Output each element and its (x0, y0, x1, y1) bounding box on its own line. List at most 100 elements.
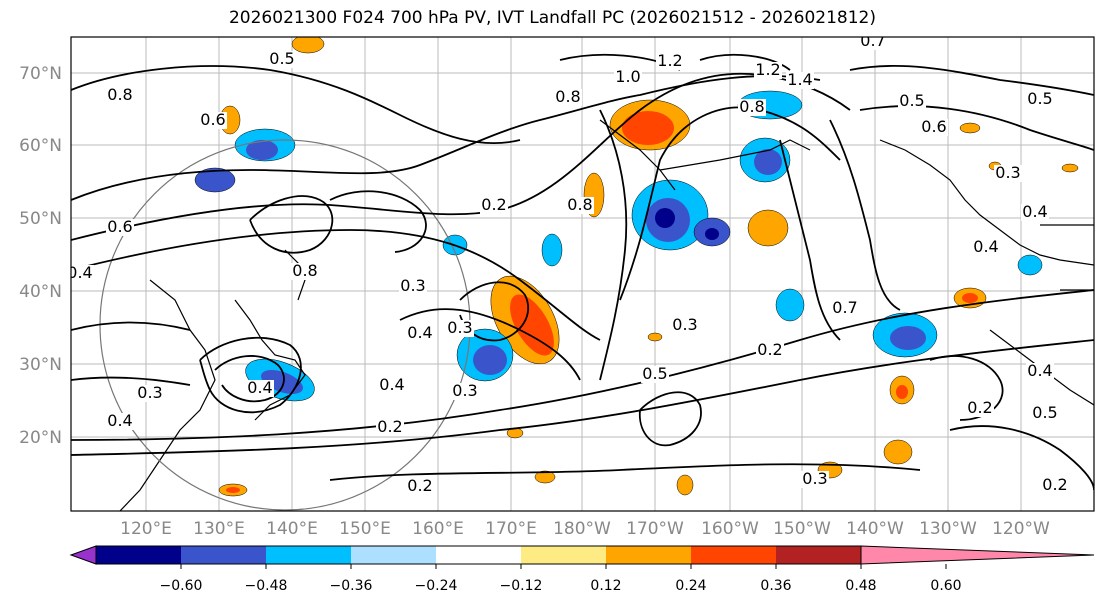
coastlines (119, 119, 1094, 511)
anomaly-patch-negative-kamchatka (194, 128, 296, 193)
longitude-label: 160°W (701, 519, 759, 539)
contour-label: 0.4 (107, 411, 132, 430)
longitude-label: 140°E (266, 519, 318, 539)
contour-label-bg (966, 400, 994, 417)
colorbar-segment (776, 546, 861, 564)
contour-label: 0.2 (967, 398, 992, 417)
contour-label: 0.2 (481, 195, 506, 214)
contour-label-bg (446, 320, 474, 337)
contour-label: 0.8 (567, 195, 592, 214)
anomaly-patch-negative-east (775, 254, 1043, 358)
contour-label-bg (898, 93, 926, 110)
longitude-label: 130°W (919, 519, 977, 539)
colorbar-segment (181, 546, 266, 564)
latitude-label: 60°N (19, 136, 62, 156)
colorbar-tick-label: −0.60 (160, 578, 203, 594)
contour-label-bg (1021, 204, 1049, 221)
contour-label: 0.5 (642, 364, 667, 383)
colorbar-extend-left (69, 545, 97, 565)
contour-label-bg (106, 413, 134, 430)
contour-label: 0.6 (107, 217, 132, 236)
longitude-label: 160°E (412, 519, 464, 539)
contour-label-bg (406, 478, 434, 495)
longitude-label: 140°W (846, 519, 904, 539)
colorbar-extend-right (860, 545, 1095, 565)
contour-label: 1.2 (657, 51, 682, 70)
colorbar-segment (266, 546, 351, 564)
contour-label-bg (920, 119, 948, 136)
graticule (71, 37, 1094, 511)
map-frame (70, 36, 1095, 512)
contour-label-bg (378, 377, 406, 394)
contour-label: 0.3 (447, 318, 472, 337)
contour-label-bg (831, 300, 859, 317)
contour-label-bg (1026, 363, 1054, 380)
contour-label-bg (1026, 91, 1054, 108)
colorbar-tick-label: 0.36 (760, 578, 791, 594)
contour-label: 0.3 (400, 276, 425, 295)
longitude-label: 130°E (193, 519, 245, 539)
contour-label-bg (801, 471, 829, 488)
latitude-label: 70°N (19, 64, 62, 84)
colorbar-segment (96, 546, 181, 564)
contour-label: 0.2 (1042, 475, 1067, 494)
contour-label: 0.5 (899, 91, 924, 110)
contour-label: 0.2 (377, 417, 402, 436)
contour-label: 0.2 (407, 476, 432, 495)
contour-label: 0.4 (407, 323, 432, 342)
contour-label: 1.4 (787, 70, 812, 89)
contour-label-bg (754, 62, 782, 79)
contour-label: 0.4 (1027, 361, 1052, 380)
map-title: 2026021300 F024 700 hPa PV, IVT Landfall… (228, 8, 876, 28)
contour-label-bg (451, 383, 479, 400)
contour-label: 0.3 (672, 315, 697, 334)
longitude-label: 150°W (773, 519, 831, 539)
contour-label-bg (268, 51, 296, 68)
contour-label-bg (972, 239, 1000, 256)
contour-label-bg (399, 278, 427, 295)
contour-label: 0.3 (802, 469, 827, 488)
colorbar-segment (351, 546, 436, 564)
contour-label: 0.3 (452, 381, 477, 400)
latitude-label: 40°N (19, 282, 62, 302)
colorbar-tick-label: −0.12 (500, 578, 543, 594)
longitude-label: 180°W (553, 519, 611, 539)
contour-label: 0.8 (555, 87, 580, 106)
contour-label-bg (614, 69, 642, 86)
contour-label-bg (199, 112, 227, 129)
contour-label-bg (671, 317, 699, 334)
contour-label: 0.2 (757, 340, 782, 359)
colorbar-tick-label: −0.36 (330, 578, 373, 594)
contour-labels: 0.7 0.5 1.2 1.0 0.8 1.2 1.4 0.8 0.6 0.5 0.5 0.6 0.8 0… (67, 37, 1069, 495)
contour-label-bg (291, 263, 319, 280)
contour-label-bg (480, 197, 508, 214)
contour-label: 0.8 (739, 97, 764, 116)
contour-label-bg (106, 219, 134, 236)
contour-label: 1.2 (755, 60, 780, 79)
contour-label: 0.4 (247, 378, 272, 397)
longitude-label: 170°E (485, 519, 537, 539)
contour-label: 0.4 (67, 263, 92, 282)
contour-label-bg (376, 419, 404, 436)
colorbar-ticks: −0.60 −0.48 −0.36 −0.24 −0.12 0.12 0.24 0.36 0.4… (160, 564, 962, 594)
contour-label: 0.8 (107, 85, 132, 104)
contour-label: 1.0 (615, 67, 640, 86)
contour-label-bg (738, 99, 766, 116)
contour-label: 0.6 (200, 110, 225, 129)
colorbar-tick-label: 0.12 (590, 578, 621, 594)
contour-label-bg (1041, 477, 1069, 494)
longitude-label: 120°E (120, 519, 172, 539)
contour-label: 0.3 (995, 163, 1020, 182)
colorbar-segment (606, 546, 691, 564)
contour-label-bg (246, 380, 274, 397)
contour-label-bg (566, 197, 594, 214)
contour-label-bg (994, 165, 1022, 182)
latitude-labels: 70°N 60°N 50°N 40°N 30°N 20°N (19, 64, 62, 448)
contour-label-bg (859, 37, 887, 50)
contour-label-bg (406, 325, 434, 342)
contour-label-bg (1031, 405, 1059, 422)
colorbar-tick-label: 0.48 (845, 578, 876, 594)
contour-label: 0.5 (1032, 403, 1057, 422)
contour-label: 0.5 (269, 49, 294, 68)
contour-label: 0.5 (1027, 89, 1052, 108)
